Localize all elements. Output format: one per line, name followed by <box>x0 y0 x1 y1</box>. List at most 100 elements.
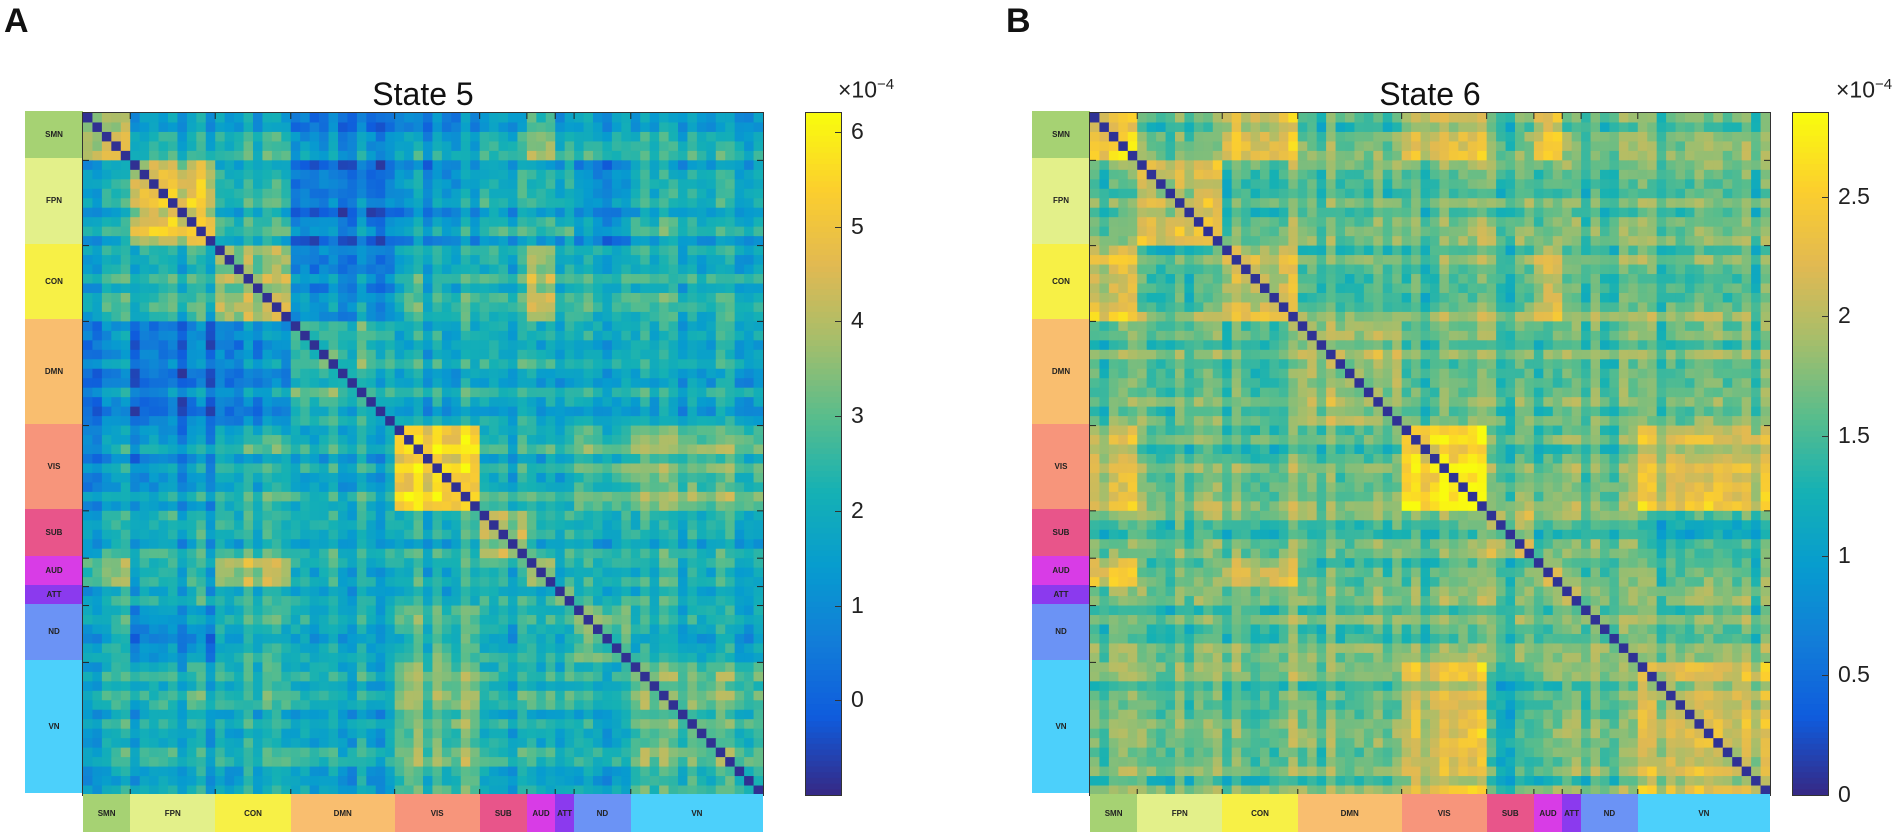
heatmap-cell <box>413 596 424 607</box>
heatmap-cell <box>687 757 698 768</box>
heatmap-cell <box>319 463 330 474</box>
heatmap-cell <box>555 207 566 218</box>
heatmap-cell <box>479 700 490 711</box>
heatmap-cell <box>640 359 651 370</box>
heatmap-cell <box>328 472 339 484</box>
heatmap-cell <box>196 359 207 370</box>
heatmap-cell <box>696 283 707 294</box>
heatmap-cell <box>489 292 500 304</box>
heatmap-cell <box>659 491 670 502</box>
heatmap-cell <box>205 529 216 540</box>
heatmap-cell <box>489 236 500 247</box>
heatmap-cell <box>640 236 651 247</box>
heatmap-cell <box>668 681 679 692</box>
heatmap-cell <box>120 558 131 569</box>
heatmap-cell <box>678 577 689 588</box>
heatmap-cell <box>470 633 481 645</box>
heatmap-cell <box>545 302 556 313</box>
heatmap-cell <box>158 652 169 663</box>
heatmap-cell <box>243 709 254 720</box>
heatmap-cell <box>196 340 207 351</box>
heatmap-cell <box>243 188 254 199</box>
heatmap-cell <box>196 738 207 749</box>
heatmap-cell <box>253 387 264 398</box>
heatmap-cell <box>394 406 405 417</box>
heatmap-cell <box>593 150 604 161</box>
heatmap-cell <box>432 558 443 569</box>
heatmap-cell <box>168 169 179 180</box>
heatmap-cell <box>281 624 292 635</box>
heatmap-cell <box>366 311 377 322</box>
heatmap-cell <box>271 558 282 569</box>
heatmap-cell <box>328 605 339 616</box>
heatmap-cell <box>139 709 150 720</box>
heatmap-cell <box>347 520 358 531</box>
heatmap-cell <box>423 236 434 247</box>
heatmap-cell <box>290 444 301 455</box>
heatmap-cell <box>640 482 651 493</box>
heatmap-cell <box>101 454 112 465</box>
heatmap-cell <box>413 255 424 266</box>
heatmap-cell <box>611 160 622 171</box>
heatmap-cell <box>668 539 679 550</box>
heatmap-cell <box>375 529 386 540</box>
heatmap-cell <box>111 330 122 341</box>
heatmap-cell <box>451 652 462 663</box>
heatmap-cell <box>593 747 604 758</box>
heatmap-cell <box>309 501 320 512</box>
heatmap-cell <box>111 510 122 521</box>
heatmap-cell <box>328 520 339 531</box>
heatmap-cell <box>725 188 736 199</box>
heatmap-cell <box>611 255 622 266</box>
heatmap-cell <box>659 482 670 493</box>
heatmap-cell <box>262 709 273 720</box>
heatmap-cell <box>262 198 273 209</box>
heatmap-cell <box>423 397 434 408</box>
heatmap-cell <box>385 747 396 758</box>
heatmap-cell <box>630 482 641 493</box>
heatmap-cell <box>611 236 622 247</box>
heatmap-cell <box>678 510 689 521</box>
heatmap-cell <box>205 169 216 180</box>
heatmap-cell <box>215 558 226 569</box>
heatmap-cell <box>338 425 349 436</box>
heatmap-cell <box>168 643 179 654</box>
heatmap-cell <box>300 387 311 398</box>
heatmap-cell <box>602 700 613 711</box>
heatmap-cell <box>593 255 604 266</box>
heatmap-cell <box>630 198 641 209</box>
heatmap-cell <box>120 624 131 635</box>
heatmap-cell <box>517 586 528 597</box>
heatmap-cell <box>734 188 745 199</box>
heatmap-cell <box>101 113 112 124</box>
heatmap-cell <box>158 425 169 436</box>
heatmap-cell <box>517 349 528 360</box>
heatmap-cell <box>149 150 160 161</box>
heatmap-cell <box>687 340 698 351</box>
heatmap-cell <box>734 520 745 531</box>
heatmap-cell <box>253 160 264 171</box>
heatmap-cell <box>83 150 94 161</box>
heatmap-cell <box>744 539 755 550</box>
heatmap-cell <box>659 406 670 417</box>
heatmap-cell <box>441 330 452 341</box>
heatmap-cell <box>394 548 405 559</box>
heatmap-cell <box>526 738 537 749</box>
heatmap-cell <box>356 510 367 521</box>
heatmap-cell <box>517 169 528 180</box>
heatmap-cell <box>92 539 103 550</box>
heatmap-cell <box>130 652 141 663</box>
heatmap-cell <box>234 169 245 180</box>
heatmap-cell <box>583 463 594 474</box>
heatmap-cell <box>602 605 613 616</box>
heatmap-cell <box>290 615 301 626</box>
heatmap-cell <box>649 463 660 474</box>
heatmap-cell <box>753 472 763 484</box>
heatmap-cell <box>696 435 707 446</box>
heatmap-cell <box>262 387 273 398</box>
heatmap-cell <box>149 131 160 143</box>
heatmap-cell <box>621 454 632 465</box>
heatmap-cell <box>630 539 641 550</box>
heatmap-cell <box>271 150 282 161</box>
heatmap-cell <box>101 169 112 180</box>
